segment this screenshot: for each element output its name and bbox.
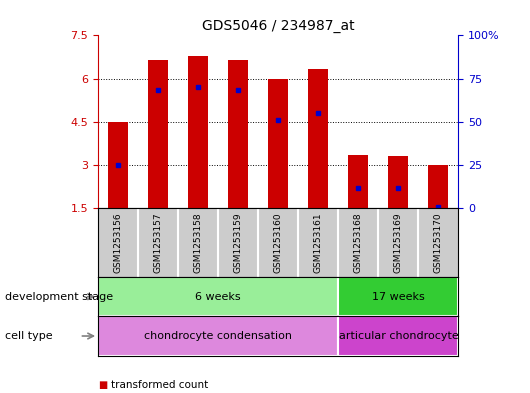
Text: ■: ■ [98, 380, 107, 390]
Text: development stage: development stage [5, 292, 113, 302]
Bar [348, 155, 368, 208]
Bar [338, 316, 458, 356]
Bar [268, 79, 288, 208]
Text: chondrocyte condensation: chondrocyte condensation [144, 331, 292, 341]
Bar [228, 60, 248, 208]
Text: articular chondrocyte: articular chondrocyte [339, 331, 458, 341]
Bar [148, 60, 168, 208]
Text: transformed count: transformed count [111, 380, 208, 390]
Bar [388, 156, 409, 208]
Text: 17 weeks: 17 weeks [372, 292, 425, 302]
Bar [98, 277, 338, 316]
Bar [338, 277, 458, 316]
Text: GSM1253158: GSM1253158 [193, 212, 202, 273]
Bar [308, 68, 328, 208]
Text: GSM1253156: GSM1253156 [113, 212, 122, 273]
Text: GSM1253168: GSM1253168 [354, 212, 363, 273]
Bar [108, 122, 128, 208]
Text: GSM1253159: GSM1253159 [234, 212, 243, 273]
Bar [188, 55, 208, 208]
Title: GDS5046 / 234987_at: GDS5046 / 234987_at [202, 19, 355, 33]
Bar [98, 316, 338, 356]
Bar [428, 165, 448, 208]
Text: GSM1253169: GSM1253169 [394, 212, 403, 273]
Text: GSM1253157: GSM1253157 [154, 212, 163, 273]
Text: GSM1253161: GSM1253161 [314, 212, 323, 273]
Text: cell type: cell type [5, 331, 53, 341]
Text: GSM1253160: GSM1253160 [274, 212, 282, 273]
Text: GSM1253170: GSM1253170 [434, 212, 443, 273]
Text: 6 weeks: 6 weeks [196, 292, 241, 302]
